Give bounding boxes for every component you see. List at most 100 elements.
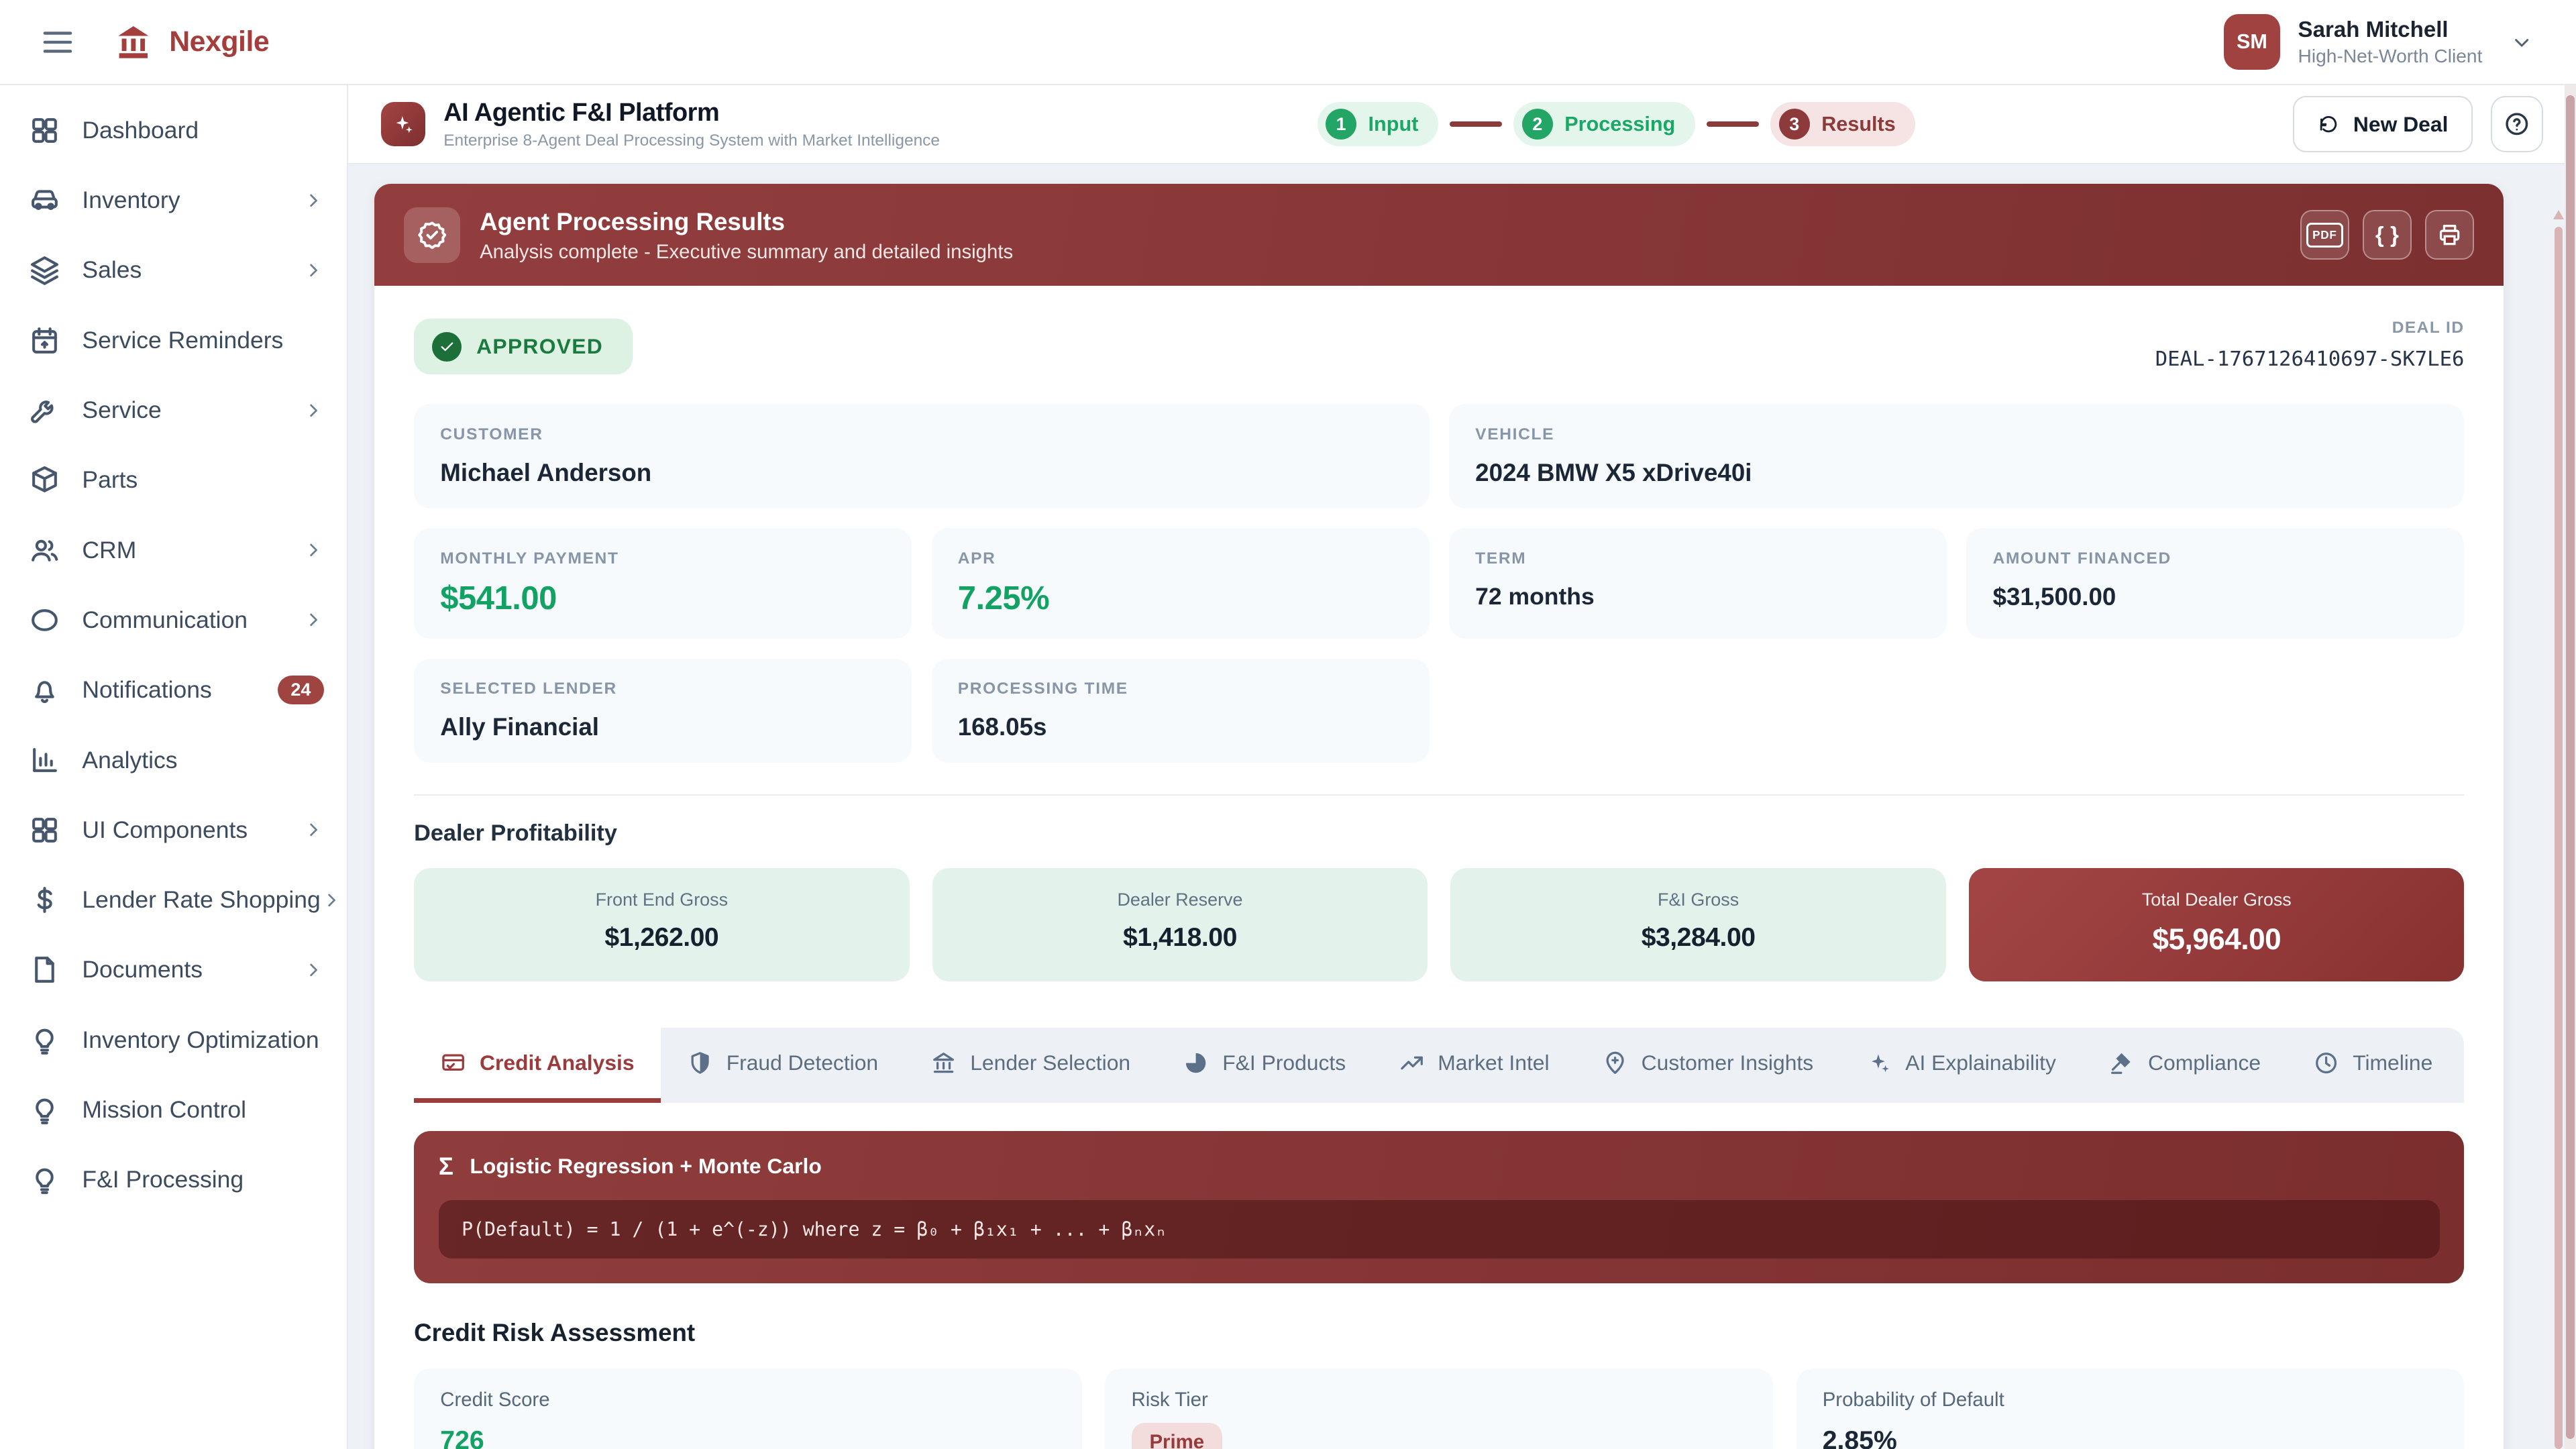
tab-ai-explainability[interactable]: AI Explainability <box>1839 1028 2082 1104</box>
dollar-sign-icon <box>28 883 61 916</box>
page-subtitle: Enterprise 8-Agent Deal Processing Syste… <box>443 131 941 150</box>
new-deal-button[interactable]: New Deal <box>2292 96 2473 152</box>
tab-lender-selection[interactable]: Lender Selection <box>904 1028 1157 1104</box>
front-end-gross-card: Front End Gross $1,262.00 <box>414 867 910 981</box>
banner-title: Agent Processing Results <box>480 207 786 235</box>
sidebar-item-ui-components[interactable]: UI Components <box>0 795 347 865</box>
calendar-icon <box>28 324 61 357</box>
deal-id-label: DEAL ID <box>2392 319 2465 337</box>
processing-time-card: PROCESSING TIME 168.05s <box>931 658 1430 763</box>
pdf-icon: PDF <box>2306 222 2343 248</box>
file-icon <box>28 953 61 986</box>
results-scrollbar[interactable] <box>2553 210 2564 1449</box>
sidebar-item-communication[interactable]: Communication <box>0 585 347 655</box>
fi-gross-card: F&I Gross $3,284.00 <box>1450 867 1946 981</box>
chevron-right-icon <box>303 959 324 981</box>
page-scrollbar[interactable] <box>2564 85 2576 1449</box>
users-icon <box>28 534 61 567</box>
analysis-tabbar: Credit Analysis Fraud Detection Lender S… <box>414 1027 2465 1104</box>
tab-fraud-detection[interactable]: Fraud Detection <box>661 1028 905 1104</box>
chevron-right-icon <box>303 190 324 211</box>
wrench-icon <box>28 394 61 427</box>
step-processing[interactable]: 2 Processing <box>1513 102 1695 147</box>
bank-icon <box>930 1050 957 1076</box>
user-menu[interactable]: SM Sarah Mitchell High-Net-Worth Client <box>2224 14 2533 70</box>
chevron-right-icon <box>321 890 342 911</box>
sidebar-item-mission-control[interactable]: Mission Control <box>0 1075 347 1144</box>
status-badge: APPROVED <box>414 319 633 375</box>
layers-icon <box>28 254 61 286</box>
gavel-icon <box>2108 1050 2135 1076</box>
print-button[interactable] <box>2424 210 2475 260</box>
chevron-down-icon <box>2510 31 2533 54</box>
sidebar-item-inventory[interactable]: Inventory <box>0 165 347 235</box>
sidebar-item-documents[interactable]: Documents <box>0 935 347 1005</box>
sidebar-item-crm[interactable]: CRM <box>0 515 347 585</box>
step-input[interactable]: 1 Input <box>1317 102 1438 147</box>
sidebar-item-service[interactable]: Service <box>0 375 347 445</box>
credit-risk-heading: Credit Risk Assessment <box>414 1319 696 1347</box>
step-connector <box>1706 121 1760 127</box>
results-body: APPROVED DEAL ID DEAL-1767126410697-SK7L… <box>374 286 2504 1449</box>
tab-market-intel[interactable]: Market Intel <box>1372 1028 1575 1104</box>
refresh-icon <box>2317 113 2340 136</box>
map-pin-icon <box>1602 1050 1628 1076</box>
sidebar-item-notifications[interactable]: Notifications 24 <box>0 655 347 725</box>
lightbulb-icon <box>28 1093 61 1126</box>
tab-fi-products[interactable]: F&I Products <box>1157 1028 1372 1104</box>
dashboard-grid-icon <box>28 114 61 147</box>
tab-compliance[interactable]: Compliance <box>2082 1028 2287 1104</box>
tab-timeline[interactable]: Timeline <box>2287 1028 2459 1104</box>
step-results[interactable]: 3 Results <box>1770 102 1916 147</box>
selected-lender-card: SELECTED LENDER Ally Financial <box>414 658 912 763</box>
risk-tier-badge: Prime <box>1131 1422 1223 1449</box>
lightbulb-icon <box>28 1024 61 1057</box>
formula-expression: P(Default) = 1 / (1 + e^(-z)) where z = … <box>438 1200 2440 1258</box>
hamburger-menu-icon[interactable] <box>40 24 76 60</box>
tab-customer-insights[interactable]: Customer Insights <box>1576 1028 1840 1104</box>
page-header: AI Agentic F&I Platform Enterprise 8-Age… <box>348 85 2576 164</box>
car-icon <box>28 184 61 217</box>
amount-financed-card: AMOUNT FINANCED $31,500.00 <box>1966 528 2465 639</box>
sidebar-item-fi-processing[interactable]: F&I Processing <box>0 1145 347 1215</box>
trending-up-icon <box>1399 1050 1425 1076</box>
page-title: AI Agentic F&I Platform <box>443 98 720 127</box>
brand-name: Nexgile <box>169 25 270 58</box>
sidebar-item-sales[interactable]: Sales <box>0 235 347 305</box>
sidebar-item-inventory-optimization[interactable]: Inventory Optimization <box>0 1005 347 1075</box>
user-role: High-Net-Worth Client <box>2298 45 2483 66</box>
lightbulb-icon <box>28 1163 61 1196</box>
badge-check-icon <box>404 207 460 263</box>
credit-score-card: Credit Score 726 <box>414 1368 1083 1449</box>
code-braces-icon: { } <box>2375 222 2399 248</box>
sparkles-icon <box>381 102 426 147</box>
sidebar-item-lender-rate-shopping[interactable]: Lender Rate Shopping <box>0 865 347 934</box>
top-bar: Nexgile SM Sarah Mitchell High-Net-Worth… <box>0 0 2576 86</box>
brand-logo[interactable]: Nexgile <box>112 21 270 64</box>
total-dealer-gross-card: Total Dealer Gross $5,964.00 <box>1969 867 2465 981</box>
message-circle-icon <box>28 604 61 637</box>
customer-card: CUSTOMER Michael Anderson <box>414 404 1430 509</box>
step-connector <box>1449 121 1503 127</box>
sidebar-item-dashboard[interactable]: Dashboard <box>0 95 347 165</box>
printer-icon <box>2436 222 2463 248</box>
profitability-heading: Dealer Profitability <box>414 820 617 846</box>
sparkles-icon <box>1866 1050 1892 1076</box>
divider <box>414 794 2465 796</box>
pie-chart-icon <box>1183 1050 1209 1076</box>
chevron-right-icon <box>303 260 324 281</box>
credit-card-check-icon <box>440 1050 466 1076</box>
export-json-button[interactable]: { } <box>2362 210 2412 260</box>
tab-credit-analysis[interactable]: Credit Analysis <box>414 1027 661 1104</box>
dealer-reserve-card: Dealer Reserve $1,418.00 <box>932 867 1428 981</box>
chevron-right-icon <box>303 609 324 631</box>
export-pdf-button[interactable]: PDF <box>2300 210 2350 260</box>
risk-tier-card: Risk Tier Prime <box>1105 1368 1774 1449</box>
sidebar-item-analytics[interactable]: Analytics <box>0 725 347 795</box>
help-button[interactable] <box>2490 96 2544 152</box>
deal-id-value: DEAL-1767126410697-SK7LE6 <box>2155 347 2465 371</box>
sidebar-item-service-reminders[interactable]: Service Reminders <box>0 305 347 375</box>
sidebar-item-parts[interactable]: Parts <box>0 445 347 515</box>
results-banner: Agent Processing Results Analysis comple… <box>374 184 2504 286</box>
